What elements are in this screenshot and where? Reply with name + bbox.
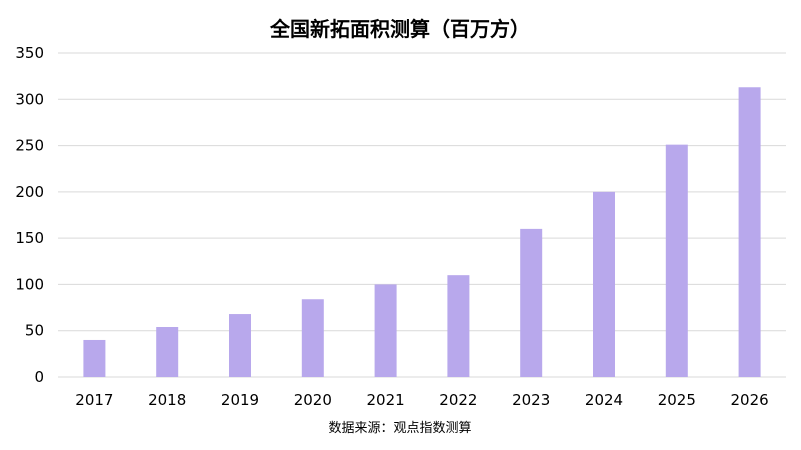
x-tick-label: 2020 xyxy=(294,391,332,409)
x-tick-label: 2021 xyxy=(367,391,405,409)
bar-2017 xyxy=(83,339,106,377)
y-axis: 0 50 100 150 200 250 300 350 xyxy=(15,44,44,386)
x-tick-label: 2019 xyxy=(221,391,259,409)
bar-2026 xyxy=(738,87,761,377)
chart-title: 全国新拓面积测算（百万方） xyxy=(269,17,530,41)
y-tick-label: 100 xyxy=(15,275,44,293)
grid-lines xyxy=(58,52,786,378)
bar-2019 xyxy=(229,314,251,377)
data-source-note: 数据来源：观点指数测算 xyxy=(328,421,471,436)
bar-2018 xyxy=(156,327,179,377)
y-tick-label: 200 xyxy=(15,183,44,201)
bar-2021 xyxy=(374,284,397,377)
x-tick-label: 2018 xyxy=(148,391,186,409)
y-tick-label: 0 xyxy=(34,368,44,386)
bar-2024 xyxy=(593,191,615,377)
x-tick-label: 2017 xyxy=(75,391,113,409)
bar-2023 xyxy=(520,228,543,377)
y-tick-label: 350 xyxy=(15,44,44,62)
bar-2020 xyxy=(301,299,324,377)
x-tick-label: 2025 xyxy=(658,391,696,409)
bar-2025 xyxy=(665,144,688,377)
x-tick-label: 2026 xyxy=(731,391,769,409)
x-axis: 2017 2018 2019 2020 2021 2022 2023 2024 2025 2026 xyxy=(75,391,768,409)
bars xyxy=(83,87,761,377)
x-tick-label: 2024 xyxy=(585,391,623,409)
y-tick-label: 250 xyxy=(15,137,44,155)
x-tick-label: 2022 xyxy=(439,391,477,409)
x-tick-label: 2023 xyxy=(512,391,550,409)
bar-2022 xyxy=(447,275,470,377)
y-tick-label: 150 xyxy=(15,229,44,247)
y-tick-label: 50 xyxy=(25,322,44,340)
y-tick-label: 300 xyxy=(15,90,44,108)
